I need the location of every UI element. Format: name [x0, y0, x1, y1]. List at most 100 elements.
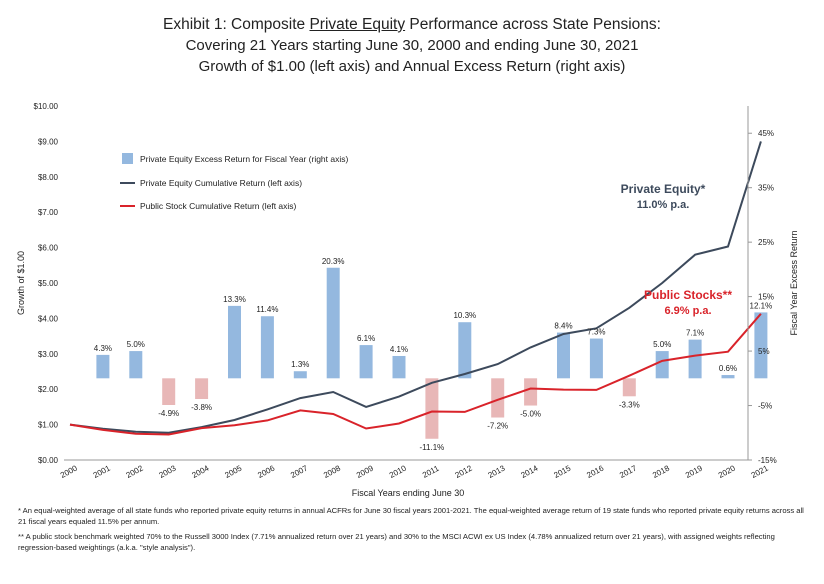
left-tick-label: $7.00 — [38, 208, 59, 217]
right-tick-label: -5% — [758, 402, 772, 411]
bar-data-label: 8.4% — [554, 322, 572, 331]
excess-return-bar — [293, 371, 307, 379]
cumulative-lines — [69, 141, 762, 436]
bar-data-label: 13.3% — [223, 295, 246, 304]
excess-return-bar — [524, 378, 538, 406]
bar-data-label: -3.3% — [619, 400, 640, 409]
bar-data-label: -5.0% — [520, 410, 541, 419]
left-axis-title: Growth of $1.00 — [16, 251, 26, 315]
left-tick-label: $8.00 — [38, 173, 59, 182]
excess-return-bar — [688, 339, 702, 379]
bar-data-label: -11.1% — [420, 443, 445, 452]
chart-subtitle-2: Growth of $1.00 (left axis) and Annual E… — [198, 58, 626, 75]
bar-data-label: 20.3% — [322, 257, 345, 266]
x-tick-label: 2002 — [125, 463, 145, 480]
right-axis-ticks: -15% -5% 5% 15% 25% 35% 45% — [748, 129, 777, 465]
bar-data-label: 5.0% — [653, 340, 671, 349]
left-tick-label: $2.00 — [38, 385, 59, 394]
legend-label-ps: Public Stock Cumulative Return (left axi… — [140, 201, 297, 211]
left-tick-label: $9.00 — [38, 137, 59, 146]
combo-chart: $0.00 $1.00 $2.00 $3.00 $4.00 $5.00 $6.00 $7.00… — [16, 102, 799, 498]
right-tick-label: 45% — [758, 129, 774, 138]
legend-swatch-bars — [122, 153, 133, 164]
excess-return-bar — [326, 267, 340, 379]
ps-annotation-rate: 6.9% p.a. — [664, 305, 711, 317]
right-axis-title: Fiscal Year Excess Return — [789, 230, 799, 335]
title-prefix: Exhibit 1: Composite — [163, 16, 310, 33]
bar-data-label: -7.2% — [487, 422, 508, 431]
ps-cumulative-line — [69, 313, 762, 436]
excess-return-bar — [754, 312, 768, 379]
excess-return-bar — [195, 378, 209, 400]
excess-return-bar — [228, 305, 241, 379]
left-tick-label: $3.00 — [38, 350, 59, 359]
excess-return-bar — [458, 322, 472, 379]
chart-subtitle-1: Covering 21 Years starting June 30, 2000… — [185, 37, 639, 54]
bar-data-label: 5.0% — [127, 340, 145, 349]
x-tick-label: 2000 — [59, 463, 79, 480]
left-tick-label: $4.00 — [38, 314, 59, 323]
x-tick-label: 2001 — [92, 463, 112, 480]
excess-return-bars — [96, 267, 768, 439]
excess-return-bar — [425, 378, 439, 439]
bar-data-label: 0.6% — [719, 364, 737, 373]
footnote-2: ** A public stock benchmark weighted 70%… — [18, 532, 775, 552]
x-tick-label: 2005 — [223, 463, 243, 480]
excess-return-bar — [589, 338, 603, 379]
excess-return-bar — [491, 378, 505, 418]
excess-return-bar — [392, 355, 406, 379]
x-tick-label: 2016 — [585, 463, 605, 480]
left-tick-label: $0.00 — [38, 456, 59, 465]
x-axis-title: Fiscal Years ending June 30 — [352, 488, 465, 498]
bar-data-label: 6.1% — [357, 334, 375, 343]
ps-annotation-name: Public Stocks** — [644, 288, 732, 302]
excess-return-bar — [162, 378, 176, 405]
bar-data-labels: 4.3% 5.0% -4.9% -3.8% 13.3% 11.4% 1.3% 20.3% 6.1… — [94, 257, 772, 452]
bar-data-label: 7.3% — [587, 328, 605, 337]
x-tick-label: 2021 — [750, 463, 770, 480]
left-tick-label: $10.00 — [34, 102, 59, 111]
footnote-1: * An equal-weighted average of all state… — [18, 506, 804, 526]
bar-data-label: -4.9% — [158, 409, 179, 418]
legend: Private Equity Excess Return for Fiscal … — [120, 153, 348, 211]
right-tick-label: 35% — [758, 184, 774, 193]
left-tick-label: $6.00 — [38, 244, 59, 253]
pe-annotation-name: Private Equity* — [621, 182, 706, 196]
right-tick-label: 15% — [758, 293, 774, 302]
chart-title-block: Exhibit 1: Composite Private Equity Perf… — [0, 14, 824, 77]
left-tick-label: $5.00 — [38, 279, 59, 288]
bar-data-label: 4.1% — [390, 345, 408, 354]
right-tick-label: 25% — [758, 238, 774, 247]
left-axis-ticks: $0.00 $1.00 $2.00 $3.00 $4.00 $5.00 $6.00 $7.00… — [34, 102, 59, 465]
x-tick-label: 2012 — [454, 463, 474, 480]
x-tick-label: 2003 — [158, 463, 178, 480]
pe-cumulative-line — [69, 141, 762, 434]
x-tick-label: 2014 — [519, 463, 539, 480]
axes — [64, 106, 749, 461]
legend-label-bars: Private Equity Excess Return for Fiscal … — [140, 154, 348, 164]
excess-return-bar — [557, 332, 570, 379]
bar-data-label: 11.4% — [256, 305, 278, 314]
bar-data-label: 10.3% — [453, 311, 476, 320]
x-tick-label: 2008 — [322, 463, 342, 480]
excess-return-bar — [655, 351, 669, 379]
pe-annotation-rate: 11.0% p.a. — [637, 199, 690, 211]
x-tick-label: 2011 — [421, 464, 441, 480]
bar-data-label: 4.3% — [94, 344, 112, 353]
x-tick-label: 2017 — [618, 463, 638, 480]
x-tick-label: 2010 — [388, 463, 408, 480]
x-tick-label: 2006 — [256, 463, 276, 480]
x-tick-label: 2009 — [355, 463, 375, 480]
x-tick-label: 2004 — [190, 463, 210, 480]
excess-return-bar — [96, 354, 110, 379]
excess-return-bar — [721, 375, 735, 379]
bar-data-label: -3.8% — [191, 403, 212, 412]
x-tick-label: 2007 — [289, 463, 309, 480]
legend-label-pe: Private Equity Cumulative Return (left a… — [140, 178, 302, 188]
x-tick-label: 2015 — [552, 463, 572, 480]
x-tick-label: 2013 — [487, 463, 507, 480]
left-tick-label: $1.00 — [38, 421, 59, 430]
right-tick-label: -15% — [758, 456, 777, 465]
title-underlined: Private Equity — [309, 16, 406, 33]
x-tick-label: 2018 — [651, 463, 671, 480]
